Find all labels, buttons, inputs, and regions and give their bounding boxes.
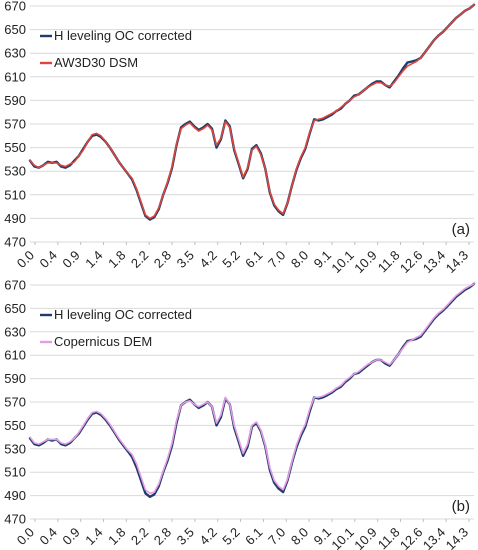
y-tick-label: 570	[4, 117, 26, 132]
x-tick-label: 1.4	[82, 525, 105, 548]
y-tick-label: 490	[4, 211, 26, 226]
series-line-2	[29, 282, 475, 495]
x-tick-label: 10.1	[328, 525, 357, 550]
x-tick-label: 14.3	[443, 525, 472, 550]
y-tick-label: 670	[4, 278, 26, 293]
x-tick-label: 0.0	[14, 248, 37, 271]
x-tick-label: 11.8	[375, 248, 403, 276]
x-tick-label: 2.2	[128, 248, 151, 271]
x-tick-label: 7.0	[265, 525, 288, 548]
x-tick-label: 4.2	[196, 248, 219, 271]
y-tick-label: 650	[4, 22, 26, 37]
x-tick-label: 2.2	[128, 525, 151, 548]
legend: H leveling OC corrected AW3D30 DSM	[40, 28, 192, 70]
x-tick-label: 1.8	[105, 248, 128, 271]
y-tick-label: 510	[4, 465, 26, 480]
chart-panel-b: 470 490 510 530 550 570 590 610 630 650 670 0.0 0.4 0…	[4, 278, 476, 550]
x-tick-label: 14.3	[443, 248, 472, 277]
y-tick-label: 530	[4, 164, 26, 179]
legend: H leveling OC corrected Copernicus DEM	[40, 307, 192, 349]
x-tick-label: 1.4	[82, 248, 105, 271]
legend-label-2: AW3D30 DSM	[54, 55, 138, 70]
x-tick-label: 0.0	[14, 525, 37, 548]
y-tick-label: 610	[4, 348, 26, 363]
x-tick-label: 5.2	[219, 248, 242, 271]
chart-panel-a: 470 490 510 530 550 570 590 610 630 650 670 0.0 0.4 0…	[4, 0, 476, 277]
x-tick-label: 2.8	[151, 525, 174, 548]
x-tick-label: 0.9	[59, 525, 82, 548]
y-tick-label: 630	[4, 46, 26, 61]
x-tick-label: 5.2	[219, 525, 242, 548]
x-tick-label: 0.9	[59, 248, 82, 271]
x-tick-label: 11.8	[375, 525, 403, 550]
y-tick-label: 550	[4, 140, 26, 155]
y-tick-label: 510	[4, 187, 26, 202]
x-tick-label: 3.5	[174, 525, 197, 548]
legend-label-1: H leveling OC corrected	[54, 28, 192, 43]
x-tick-label: 3.5	[174, 248, 197, 271]
panel-label: (b)	[452, 498, 470, 515]
legend-label-2: Copernicus DEM	[54, 334, 152, 349]
series-line-2	[29, 4, 475, 220]
y-tick-label: 630	[4, 324, 26, 339]
x-tick-label: 12.6	[397, 248, 426, 277]
panel-label: (a)	[452, 221, 470, 238]
x-tick-label: 13.4	[420, 525, 449, 550]
x-tick-label: 8.0	[288, 525, 311, 548]
legend-label-1: H leveling OC corrected	[54, 307, 192, 322]
x-tick-label: 10.9	[351, 248, 380, 277]
x-tick-label: 8.0	[288, 248, 311, 271]
y-tick-label: 470	[4, 512, 26, 527]
x-tick-label: 13.4	[420, 248, 449, 277]
x-tick-label: 0.4	[37, 248, 60, 271]
y-tick-label: 590	[4, 371, 26, 386]
x-tick-label: 2.8	[151, 248, 174, 271]
y-tick-label: 570	[4, 395, 26, 410]
y-tick-label: 670	[4, 0, 26, 14]
y-tick-label: 550	[4, 418, 26, 433]
x-tick-label: 7.0	[265, 248, 288, 271]
y-tick-label: 610	[4, 69, 26, 84]
y-tick-label: 650	[4, 301, 26, 316]
x-tick-label: 6.1	[242, 525, 265, 548]
y-tick-label: 470	[4, 235, 26, 250]
x-tick-label: 4.2	[196, 525, 219, 548]
x-tick-label: 6.1	[242, 248, 265, 271]
x-tick-label: 1.8	[105, 525, 128, 548]
y-tick-label: 490	[4, 488, 26, 503]
x-tick-label: 10.1	[328, 248, 357, 277]
y-tick-label: 590	[4, 93, 26, 108]
x-tick-label: 0.4	[37, 525, 60, 548]
x-tick-label: 10.9	[351, 525, 380, 550]
x-tick-label: 12.6	[397, 525, 426, 550]
y-tick-label: 530	[4, 441, 26, 456]
